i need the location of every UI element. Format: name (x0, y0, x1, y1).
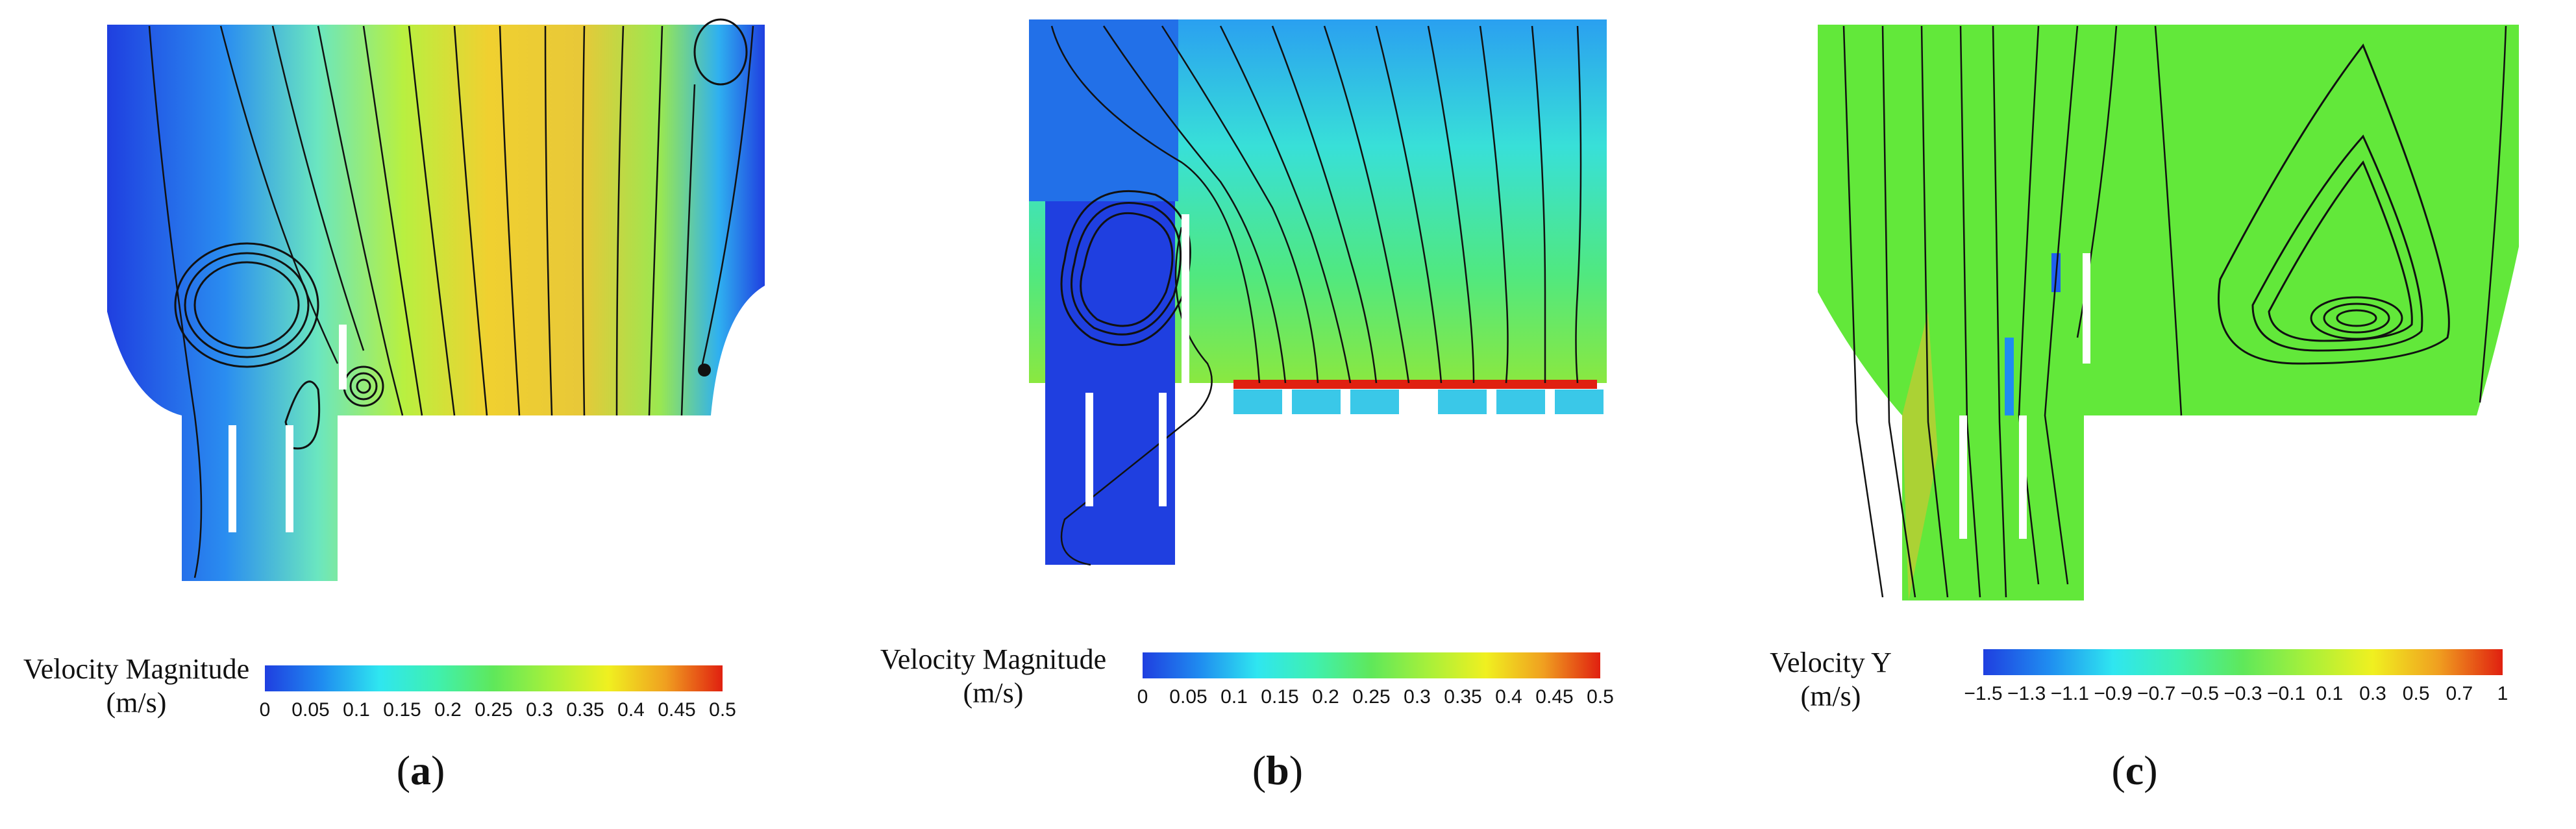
baffle-a-2 (286, 425, 293, 532)
colorbar-tick-a-0: 0 (259, 699, 271, 721)
colorbar-tick-b-1: 0.05 (1169, 686, 1208, 708)
colorbar-title-text-a: Velocity Magnitude (23, 653, 250, 685)
colorbar-tick-a-3: 0.15 (383, 699, 421, 721)
domain-c (1818, 25, 2519, 600)
colorbar-tick-a-5: 0.25 (475, 699, 513, 721)
recirculation-vortex-c (2218, 43, 2450, 365)
baffle-b-2 (1085, 393, 1093, 506)
colorbar-tick-a-7: 0.35 (566, 699, 604, 721)
colorbar-tick-a-1: 0.05 (291, 699, 330, 721)
top-right-vortex-a (693, 18, 748, 86)
colorbar-tick-a-8: 0.4 (617, 699, 645, 721)
domain-left-b (1045, 195, 1175, 565)
baffle-a-1 (229, 425, 236, 532)
colorbar-tick-a-6: 0.3 (526, 699, 553, 721)
outlet-dot-a (698, 364, 711, 377)
outlet-hotline-b (1233, 380, 1597, 389)
colorbar-tick-b-3: 0.15 (1261, 686, 1299, 708)
baffle-a-3 (339, 325, 347, 390)
colorbar-tick-c-3: −0.9 (2094, 683, 2133, 704)
colorbar-b (1143, 652, 1600, 678)
domain-left-top-b (1029, 19, 1178, 201)
baffle-b-3 (1159, 393, 1167, 506)
colorbar-ticks-c: −1.5 −1.3 −1.1 −0.9 −0.7 −0.5 −0.3 −0.1 0.1 0.3 0.… (1964, 683, 2508, 709)
colorbar-title-c: Velocity Y (m/s) (1727, 646, 1935, 713)
colorbar-tick-c-10: 0.5 (2402, 683, 2430, 704)
streamlines-b (1050, 25, 1582, 566)
colorbar-tick-b-10: 0.5 (1587, 686, 1614, 708)
colorbar-title-text-c: Velocity Y (1770, 647, 1892, 678)
colorbar-tick-b-9: 0.45 (1535, 686, 1574, 708)
velocity-field-plot-b (1029, 19, 1607, 566)
subfigure-label-a: (a) (396, 747, 445, 793)
colorbar-tick-b-5: 0.25 (1352, 686, 1391, 708)
outlet-slots-b (1233, 390, 1604, 414)
colorbar-title-a: Velocity Magnitude (m/s) (13, 652, 260, 720)
colorbar-tick-b-8: 0.4 (1495, 686, 1522, 708)
colorbar-tick-c-9: 0.3 (2359, 683, 2386, 704)
baffle-b-1 (1182, 214, 1189, 383)
colorbar-tick-a-10: 0.5 (709, 699, 736, 721)
colorbar-tick-c-0: −1.5 (1964, 683, 2003, 704)
colorbar-title-text-b: Velocity Magnitude (880, 643, 1107, 675)
colorbar-tick-c-8: 0.1 (2316, 683, 2344, 704)
colorbar-unit-a: (m/s) (106, 687, 167, 719)
blue-jet-c (2005, 338, 2014, 415)
colorbar-a (265, 665, 723, 691)
subfigure-label-c: (c) (2111, 747, 2158, 793)
colorbar-tick-c-1: −1.3 (2007, 683, 2046, 704)
colorbar-unit-c: (m/s) (1800, 680, 1861, 712)
inlet-warm-c (1902, 312, 1938, 600)
colorbar-tick-c-4: −0.7 (2137, 683, 2176, 704)
panel-c: Velocity Y (m/s) −1.5 −1.3 −1.1 −0.9 −0.7 −0.… (1714, 0, 2571, 829)
colorbar-tick-b-0: 0 (1137, 686, 1148, 708)
streamlines-c (1842, 25, 2507, 598)
streamlines-a (148, 25, 754, 578)
velocity-field-plot-a (107, 18, 765, 581)
colorbar-tick-b-6: 0.3 (1404, 686, 1431, 708)
colorbar-tick-c-12: 1 (2497, 683, 2508, 704)
domain-a (107, 25, 765, 581)
baffle-c-3 (2083, 253, 2090, 364)
colorbar-title-b: Velocity Magnitude (m/s) (870, 643, 1117, 710)
colorbar-unit-b: (m/s) (963, 677, 1024, 709)
panel-b: Velocity Magnitude (m/s) 0 0.05 0.1 0.15 0.2… (857, 0, 1714, 829)
colorbar-tick-c-5: −0.5 (2180, 683, 2219, 704)
baffle-c-2 (2019, 415, 2027, 539)
colorbar-tick-a-4: 0.2 (434, 699, 462, 721)
colorbar-tick-a-2: 0.1 (343, 699, 370, 721)
colorbar-c (1983, 649, 2503, 675)
colorbar-ticks-b: 0 0.05 0.1 0.15 0.2 0.25 0.3 0.35 0.4 0.45 0.5 (1137, 686, 1614, 712)
colorbar-ticks-a: 0 0.05 0.1 0.15 0.2 0.25 0.3 0.35 0.4 0.45 0.5 (260, 699, 736, 725)
colorbar-tick-a-9: 0.45 (658, 699, 696, 721)
colorbar-tick-c-7: −0.1 (2267, 683, 2306, 704)
left-vortex-a (174, 242, 321, 450)
colorbar-tick-c-11: 0.7 (2446, 683, 2473, 704)
colorbar-tick-b-7: 0.35 (1444, 686, 1482, 708)
colorbar-tick-b-2: 0.1 (1220, 686, 1248, 708)
colorbar-tick-c-2: −1.1 (2050, 683, 2089, 704)
baffle-c-1 (1959, 415, 1967, 539)
subfigure-label-b: (b) (1252, 747, 1304, 793)
panel-a: Velocity Magnitude (m/s) 0 0.05 0.1 0.15 0.2… (0, 0, 857, 829)
colorbar-tick-c-6: −0.3 (2223, 683, 2262, 704)
colorbar-tick-b-4: 0.2 (1312, 686, 1339, 708)
velocity-field-plot-c (1818, 25, 2519, 600)
